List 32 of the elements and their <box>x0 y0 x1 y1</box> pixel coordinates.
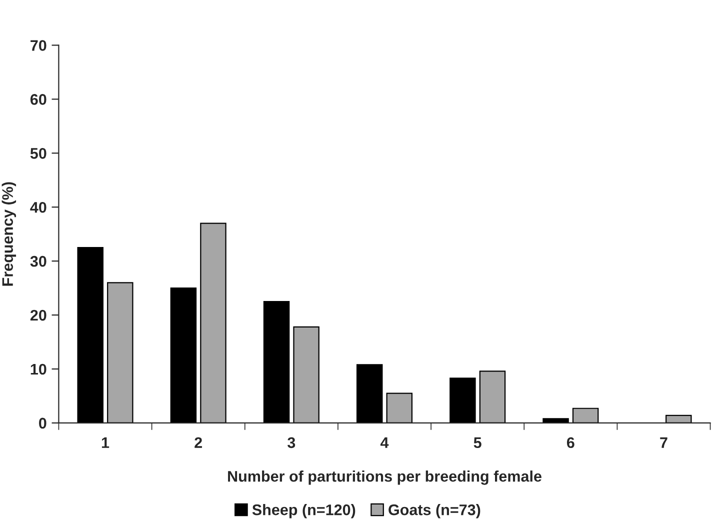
bar <box>200 222 226 423</box>
bar <box>542 418 569 423</box>
x-axis-title: Number of parturitions per breeding female <box>228 470 542 485</box>
bar <box>666 414 692 423</box>
y-tick-label: 20 <box>30 310 46 321</box>
y-tick-label: 30 <box>30 256 46 267</box>
bar <box>170 287 197 423</box>
x-tick-label: 1 <box>102 437 110 448</box>
bar <box>77 247 104 423</box>
y-tick-label: 60 <box>30 94 46 105</box>
bar <box>293 326 320 423</box>
bar <box>386 392 413 423</box>
y-tick-label: 50 <box>30 148 46 159</box>
y-tick-label: 40 <box>30 202 46 213</box>
x-tick-label: 6 <box>566 437 574 448</box>
bar <box>450 378 476 423</box>
x-tick-label: 2 <box>194 437 202 448</box>
legend-label: Sheep (n=120) <box>252 504 356 518</box>
x-tick-label: 5 <box>474 437 482 448</box>
legend-label: Goats (n=73) <box>388 504 480 518</box>
x-tick-label: 3 <box>288 437 296 448</box>
x-tick-label: 4 <box>380 437 389 448</box>
bar <box>572 408 599 423</box>
bar <box>107 282 134 423</box>
y-tick-label: 0 <box>39 418 46 429</box>
bar <box>263 300 290 423</box>
y-axis-title: Frequency (%) <box>2 182 16 286</box>
x-tick-label: 7 <box>660 437 668 448</box>
bar <box>479 370 506 423</box>
y-tick-label: 70 <box>30 40 46 51</box>
bar <box>356 364 383 423</box>
y-tick-label: 10 <box>30 364 46 375</box>
